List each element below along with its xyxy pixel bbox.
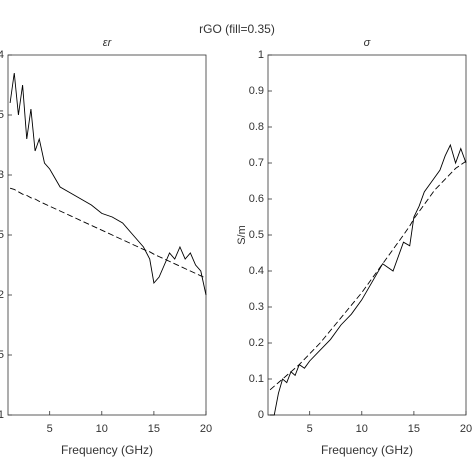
y-tick-label: 0.9 [249,85,264,97]
axes-title: εr [103,37,113,49]
y-tick-label: 2 [0,289,4,301]
y-tick-label: 0.6 [249,193,264,205]
y-tick-label: 4 [0,49,4,61]
x-tick-label: 15 [148,423,160,435]
line-series [9,187,207,279]
y-tick-label: 1 [0,409,4,421]
y-tick-label: 1 [258,49,264,61]
y-tick-label: 0.4 [249,265,264,277]
axes-box [267,54,467,416]
y-tick-label: 0.3 [249,301,264,313]
line-series [269,160,467,391]
x-tick-label: 5 [47,423,53,435]
x-axis-label: Frequency (GHz) [61,443,153,457]
y-axis-label: S/m [236,225,248,245]
figure-title: rGO (fill=0.35) [199,22,275,36]
y-tick-label: 0.8 [249,121,264,133]
y-tick-label: 0 [258,409,264,421]
x-tick-label: 15 [408,423,420,435]
y-tick-label: 0.5 [249,229,264,241]
line-series [270,143,467,416]
y-tick-label: 0.2 [249,337,264,349]
line-series [9,72,207,296]
x-tick-label: 20 [200,423,212,435]
x-tick-label: 5 [307,423,313,435]
y-tick-label: 0.1 [249,373,264,385]
y-tick-label: 3 [0,169,4,181]
x-tick-label: 10 [96,423,108,435]
axes-title: σ [364,37,371,49]
y-tick-label: 2.5 [0,229,4,241]
x-tick-label: 20 [460,423,472,435]
axes-box [7,54,207,416]
y-tick-label: 1.5 [0,349,4,361]
y-tick-label: 0.7 [249,157,264,169]
y-tick-label: 3.5 [0,109,4,121]
x-axis-label: Frequency (GHz) [321,443,413,457]
x-tick-label: 10 [356,423,368,435]
